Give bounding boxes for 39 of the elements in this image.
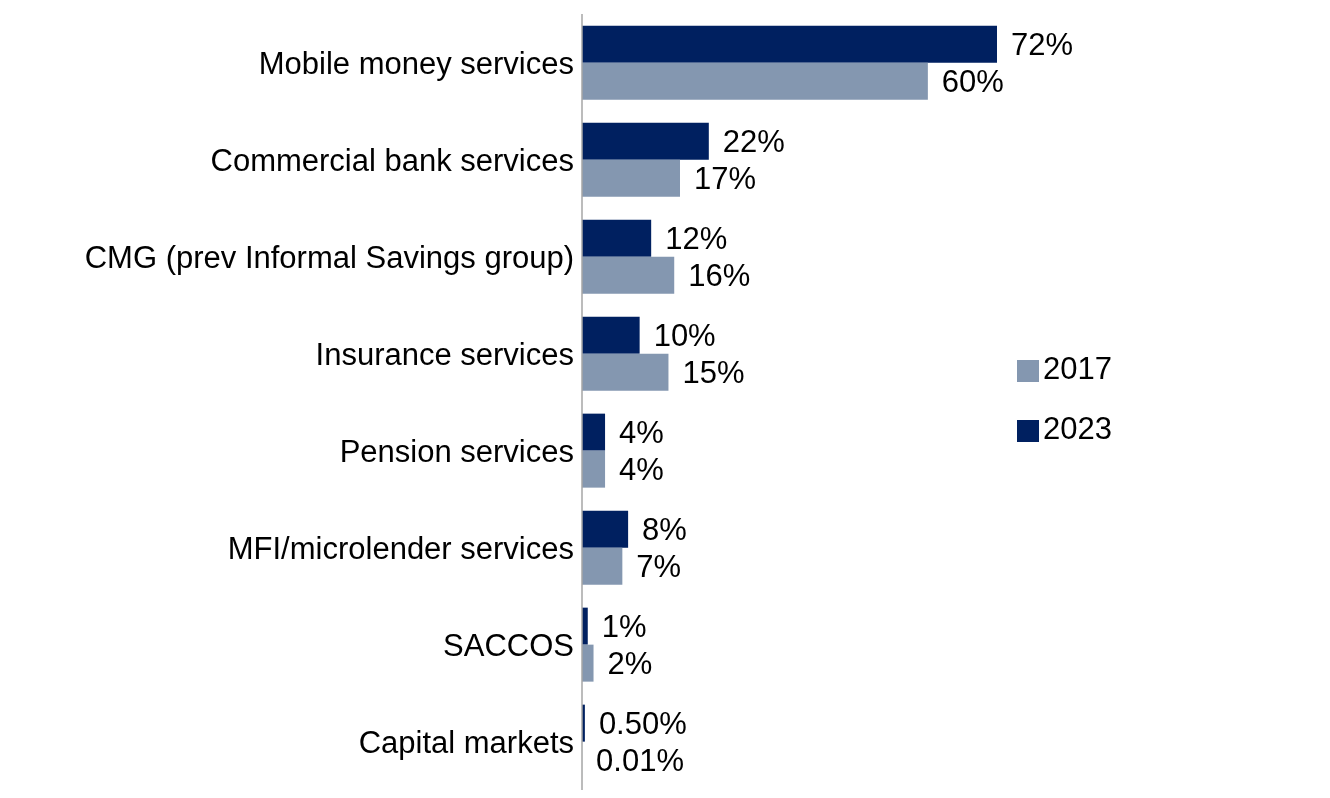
data-label: 10% bbox=[653, 317, 716, 353]
bar bbox=[582, 547, 623, 585]
data-label: 0.01% bbox=[596, 742, 684, 778]
bar bbox=[582, 256, 675, 294]
y-tick-label: Insurance services bbox=[315, 336, 574, 372]
bar bbox=[582, 122, 709, 160]
data-label: 60% bbox=[941, 63, 1004, 99]
y-tick-label: Pension services bbox=[339, 433, 574, 469]
bar bbox=[582, 219, 652, 257]
data-label: 8% bbox=[642, 511, 687, 547]
data-label: 7% bbox=[636, 548, 682, 584]
data-label: 16% bbox=[688, 257, 751, 293]
bar bbox=[582, 159, 680, 197]
bar bbox=[582, 316, 640, 354]
y-tick-label: SACCOS bbox=[443, 627, 574, 663]
bar bbox=[582, 25, 998, 63]
bar bbox=[582, 510, 629, 548]
bar bbox=[582, 413, 606, 451]
y-tick-label: Mobile money services bbox=[258, 45, 574, 81]
legend-label: 2017 bbox=[1043, 351, 1112, 386]
data-label: 15% bbox=[682, 354, 745, 390]
data-label: 1% bbox=[601, 608, 647, 644]
data-label: 4% bbox=[619, 414, 664, 450]
data-label: 2% bbox=[607, 645, 653, 681]
y-tick-label: Capital markets bbox=[358, 724, 574, 760]
y-tick-label: CMG (prev Informal Savings group) bbox=[84, 239, 574, 275]
bar bbox=[582, 62, 928, 100]
y-tick-label: MFI/microlender services bbox=[227, 530, 574, 566]
bar bbox=[582, 450, 606, 488]
bar bbox=[582, 644, 594, 682]
data-label: 4% bbox=[619, 451, 664, 487]
data-label: 17% bbox=[693, 160, 757, 196]
legend-label: 2023 bbox=[1043, 411, 1112, 446]
data-label: 0.50% bbox=[598, 705, 687, 741]
bar bbox=[582, 353, 669, 391]
y-tick-label: Commercial bank services bbox=[210, 142, 574, 178]
data-label: 72% bbox=[1011, 26, 1074, 62]
data-label: 22% bbox=[722, 123, 785, 159]
data-label: 12% bbox=[665, 220, 728, 256]
